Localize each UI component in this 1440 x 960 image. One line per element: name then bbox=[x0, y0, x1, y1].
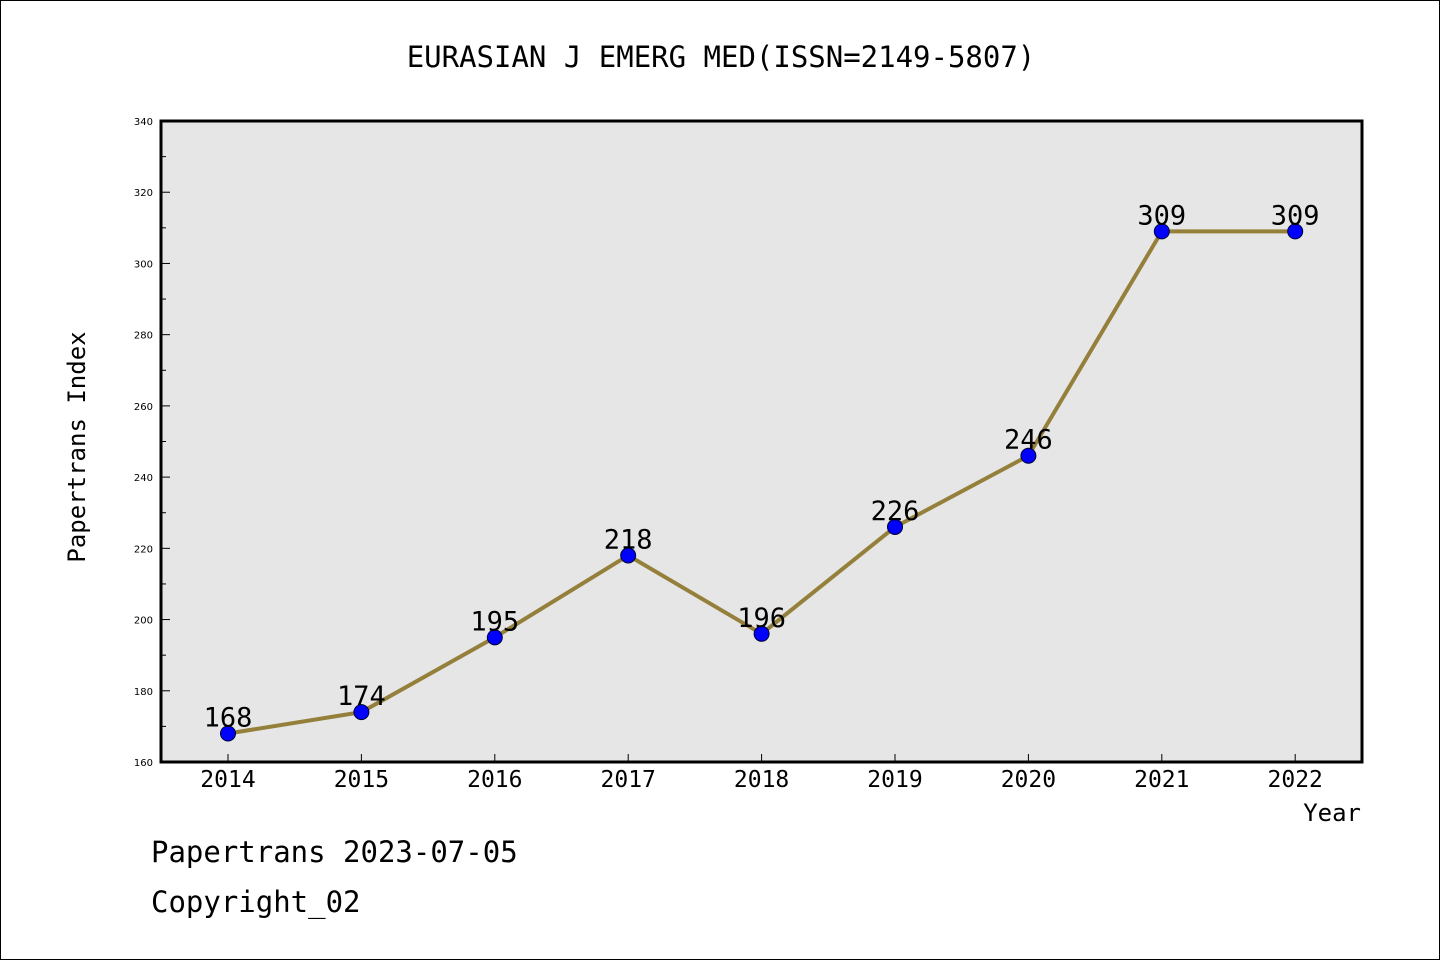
y-tick-label: 340 bbox=[134, 117, 153, 128]
y-tick-label: 300 bbox=[134, 259, 153, 270]
data-point bbox=[620, 547, 637, 564]
x-tick-label: 2017 bbox=[601, 767, 656, 793]
y-axis-label: Papertrans Index bbox=[63, 331, 91, 562]
data-label: 195 bbox=[470, 606, 519, 637]
data-point bbox=[1020, 447, 1037, 464]
x-axis: 2014 2015 2016 2017 2018 2019 2020 2021 2022 bbox=[200, 754, 1323, 793]
x-axis-label: Year bbox=[1303, 799, 1361, 827]
data-point bbox=[1287, 223, 1304, 240]
footer-date: Papertrans 2023-07-05 bbox=[151, 835, 518, 869]
data-point bbox=[887, 518, 903, 535]
plot-border bbox=[159, 119, 1364, 764]
y-tick-label: 180 bbox=[134, 687, 153, 698]
data-point bbox=[753, 625, 770, 642]
x-tick-label: 2016 bbox=[467, 767, 522, 793]
data-label: 226 bbox=[871, 496, 920, 527]
data-label: 174 bbox=[337, 681, 386, 712]
y-tick-label: 220 bbox=[134, 544, 153, 555]
chart-title: EURASIAN J EMERG MED(ISSN=2149-5807) bbox=[407, 40, 1036, 74]
data-point bbox=[220, 725, 236, 742]
y-tick-label: 320 bbox=[134, 188, 153, 199]
x-tick-label: 2014 bbox=[200, 767, 255, 793]
data-labels: 168 174 195 218 196 226 246 309 309 bbox=[204, 200, 1320, 733]
data-label: 309 bbox=[1271, 200, 1320, 231]
x-tick-label: 2022 bbox=[1268, 767, 1323, 793]
data-label: 309 bbox=[1137, 200, 1186, 231]
y-tick-label: 160 bbox=[134, 758, 153, 769]
x-tick-label: 2018 bbox=[734, 767, 789, 793]
y-tick-label: 240 bbox=[134, 473, 153, 484]
x-tick-label: 2019 bbox=[867, 767, 922, 793]
data-label: 168 bbox=[204, 703, 253, 734]
x-tick-label: 2015 bbox=[334, 767, 389, 793]
data-point bbox=[486, 629, 503, 646]
y-tick-label: 200 bbox=[134, 616, 153, 627]
x-tick-label: 2021 bbox=[1134, 767, 1189, 793]
y-tick-label: 280 bbox=[134, 331, 153, 342]
data-label: 246 bbox=[1004, 425, 1053, 456]
data-point bbox=[1153, 223, 1170, 240]
data-label: 196 bbox=[737, 603, 786, 634]
data-label: 218 bbox=[604, 524, 653, 555]
x-tick-label: 2020 bbox=[1001, 767, 1056, 793]
data-point bbox=[353, 704, 370, 721]
data-markers bbox=[220, 223, 1304, 742]
y-tick-label: 260 bbox=[134, 402, 153, 413]
footer-copyright: Copyright_02 bbox=[151, 885, 361, 919]
